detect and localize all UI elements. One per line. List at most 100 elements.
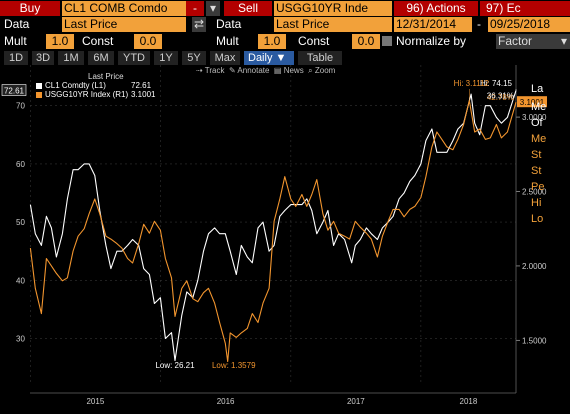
- news-tool[interactable]: News: [283, 66, 304, 75]
- right-panel-item[interactable]: Pe: [531, 181, 545, 193]
- tab-table[interactable]: Table: [298, 51, 342, 65]
- factor-select[interactable]: Factor: [496, 34, 560, 49]
- zoom-tool[interactable]: Zoom: [314, 66, 336, 75]
- swap-icon[interactable]: ⇄: [192, 17, 206, 32]
- sell-button[interactable]: Sell: [224, 1, 272, 16]
- chart-tools: ⇢ Track ✎ Annotate ▤ News ⌕ Zoom: [196, 66, 335, 76]
- right-panel-item[interactable]: Of: [531, 117, 543, 129]
- chart-legend: Last Price CL1 Comdty (L1) 72.61 USGG10Y…: [36, 72, 164, 99]
- legend-label: CL1 Comdty (L1): [45, 81, 106, 90]
- track-tool[interactable]: Track: [204, 66, 225, 75]
- x-axis-tick-label: 2016: [217, 397, 235, 406]
- mult-label-right: Mult: [216, 34, 239, 48]
- mult-input-left[interactable]: 1.0: [46, 34, 74, 49]
- chevron-down-icon: ▼: [275, 52, 287, 64]
- hi-label-usgg10yr: Hi: 3.1112: [454, 79, 490, 88]
- mult-input-right[interactable]: 1.0: [258, 34, 286, 49]
- annotate-icon[interactable]: ✎: [228, 66, 236, 75]
- tab-daily[interactable]: Daily ▼: [244, 51, 294, 65]
- hi-label-cl1: Hi: 74.15: [480, 79, 513, 88]
- legend-entry-cl1[interactable]: CL1 Comdty (L1) 72.61: [36, 81, 164, 90]
- left-axis-tick-label: 70: [16, 102, 25, 111]
- toolbar-row-2: Data Last Price ⇄ Data Last Price 12/31/…: [0, 17, 570, 34]
- right-security-field[interactable]: USGG10YR Inde: [274, 1, 392, 16]
- right-panel-item[interactable]: Lo: [531, 213, 544, 225]
- x-axis-tick-label: 2015: [86, 397, 104, 406]
- mult-label-left: Mult: [4, 34, 27, 48]
- legend-header: Last Price: [88, 72, 124, 81]
- tab-1d[interactable]: 1D: [4, 51, 28, 65]
- data-label-right: Data: [216, 17, 242, 31]
- data-label-left: Data: [4, 17, 30, 31]
- tab-5y[interactable]: 5Y: [182, 51, 206, 65]
- tab-3d[interactable]: 3D: [32, 51, 54, 65]
- legend-label: USGG10YR Index (R1): [45, 90, 129, 99]
- tab-1m[interactable]: 1M: [58, 51, 84, 65]
- left-minus-button[interactable]: -: [186, 1, 204, 16]
- right-panel-item[interactable]: Me: [531, 133, 547, 145]
- buy-button[interactable]: Buy: [0, 1, 60, 16]
- left-axis-tick-label: 40: [16, 276, 25, 285]
- normalize-label: Normalize by: [396, 34, 467, 48]
- left-axis-tick-label: 50: [16, 218, 25, 227]
- pct-change-usgg10yr: 42.78%: [487, 93, 514, 102]
- right-current-value-box: [517, 96, 547, 108]
- legend-value: 3.1001: [131, 90, 156, 99]
- const-input-right[interactable]: 0.0: [352, 34, 380, 49]
- const-label-left: Const: [82, 34, 114, 48]
- right-panel-item[interactable]: Hi: [531, 197, 542, 209]
- annotate-tool[interactable]: Annotate: [237, 66, 270, 75]
- left-current-value-box: [1, 84, 27, 96]
- low-label-usgg10yr: Low: 1.3579: [212, 361, 256, 370]
- start-date-field[interactable]: 12/31/2014: [394, 17, 472, 32]
- tab-ytd[interactable]: YTD: [118, 51, 150, 65]
- const-input-left[interactable]: 0.0: [134, 34, 162, 49]
- x-axis-tick-label: 2018: [460, 397, 478, 406]
- legend-swatch-orange: [36, 91, 42, 98]
- right-axis-tick-label: 3.0000: [522, 113, 547, 122]
- right-panel-item[interactable]: La: [531, 83, 544, 95]
- right-panel-item[interactable]: Me: [531, 101, 547, 113]
- right-axis-tick-label: 1.5000: [522, 336, 547, 345]
- low-label-cl1: Low: 26.21: [155, 361, 195, 370]
- right-axis-tick-label: 2.0000: [522, 262, 547, 271]
- zoom-icon[interactable]: ⌕: [308, 66, 313, 75]
- left-current-value-label: 72.61: [4, 87, 25, 96]
- factor-dropdown-icon[interactable]: ▾: [558, 34, 570, 49]
- series-line-usgg10yr[interactable]: [29, 99, 517, 363]
- tab-max[interactable]: Max: [210, 51, 240, 65]
- news-icon[interactable]: ▤: [273, 66, 282, 75]
- left-field-select[interactable]: Last Price: [62, 17, 186, 32]
- tab-1y[interactable]: 1Y: [154, 51, 178, 65]
- toolbar-row-3: Mult 1.0 Const 0.0 Mult 1.0 Const 0.0 No…: [0, 34, 570, 51]
- track-icon[interactable]: ⇢: [196, 66, 203, 75]
- x-axis-tick-label: 2017: [347, 397, 365, 406]
- legend-value: 72.61: [131, 81, 152, 90]
- tab-daily-label: Daily: [248, 52, 273, 64]
- toolbar-row-1: Buy CL1 COMB Comdo - ▾ Sell USGG10YR Ind…: [0, 0, 570, 17]
- end-date-field[interactable]: 09/25/2018: [488, 17, 570, 32]
- actions-menu[interactable]: 96) Actions: [394, 1, 478, 16]
- pct-change-cl1: 36.31%: [487, 92, 514, 101]
- normalize-checkbox[interactable]: [382, 36, 392, 46]
- left-dropdown-icon[interactable]: ▾: [206, 1, 220, 16]
- left-axis-tick-label: 30: [16, 334, 25, 343]
- right-panel-item[interactable]: St: [531, 149, 542, 161]
- axes: 30 40 50 60 70 1.5000 2.0000 2.5000 3.0000 2015 20…: [1, 65, 547, 406]
- right-field-select[interactable]: Last Price: [274, 17, 392, 32]
- legend-swatch-white: [36, 82, 42, 89]
- left-axis-tick-label: 60: [16, 160, 25, 169]
- legend-entry-usgg10yr[interactable]: USGG10YR Index (R1) 3.1001: [36, 90, 164, 99]
- right-axis-tick-label: 2.5000: [522, 188, 547, 197]
- date-separator: -: [477, 17, 481, 31]
- right-panel-item[interactable]: St: [531, 165, 542, 177]
- right-current-value-label: 3.1001: [520, 98, 545, 107]
- edit-menu[interactable]: 97) Ec: [480, 1, 570, 16]
- series-lines: [29, 90, 517, 363]
- tab-6m[interactable]: 6M: [88, 51, 114, 65]
- chart-area[interactable]: 30 40 50 60 70 1.5000 2.0000 2.5000 3.0000 2015 20…: [0, 65, 570, 414]
- left-security-field[interactable]: CL1 COMB Comdo: [62, 1, 186, 16]
- const-label-right: Const: [298, 34, 330, 48]
- grid-lines: [30, 65, 516, 385]
